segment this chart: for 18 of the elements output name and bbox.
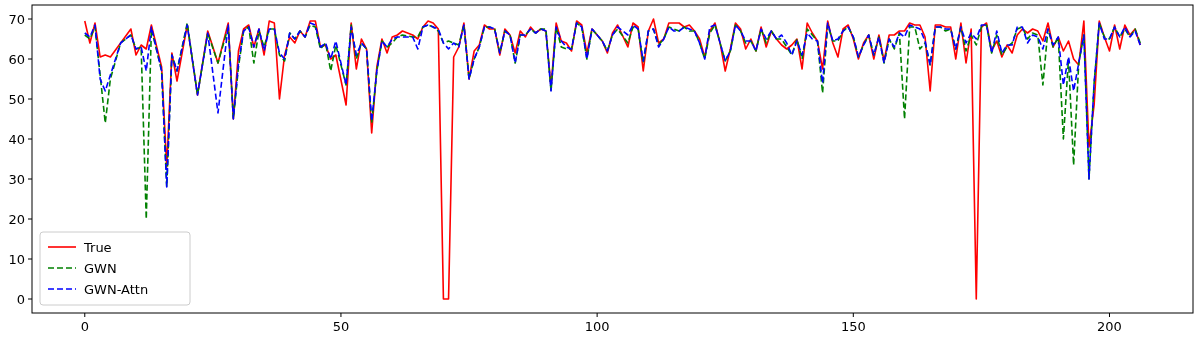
y-tick-label: 10: [8, 251, 25, 267]
legend-label: GWN-Attn: [84, 282, 149, 297]
y-tick-label: 60: [8, 51, 25, 67]
x-tick-label: 100: [584, 319, 610, 334]
x-tick-label: 200: [1097, 319, 1122, 334]
x-tick-label: 50: [332, 319, 350, 334]
line-series: [83, 22, 1142, 188]
x-tick-label: 0: [80, 319, 89, 334]
y-tick-label: 30: [8, 171, 25, 187]
legend-label: True: [83, 240, 112, 255]
y-tick-label: 40: [8, 131, 25, 147]
y-tick-label: 50: [8, 91, 25, 107]
legend-label: GWN: [84, 261, 117, 276]
y-tick-label: 70: [8, 11, 25, 27]
x-tick-label: 150: [840, 319, 866, 334]
y-tick-label: 20: [8, 211, 25, 227]
y-tick-label: 0: [16, 291, 25, 307]
line-series: [83, 22, 1142, 220]
